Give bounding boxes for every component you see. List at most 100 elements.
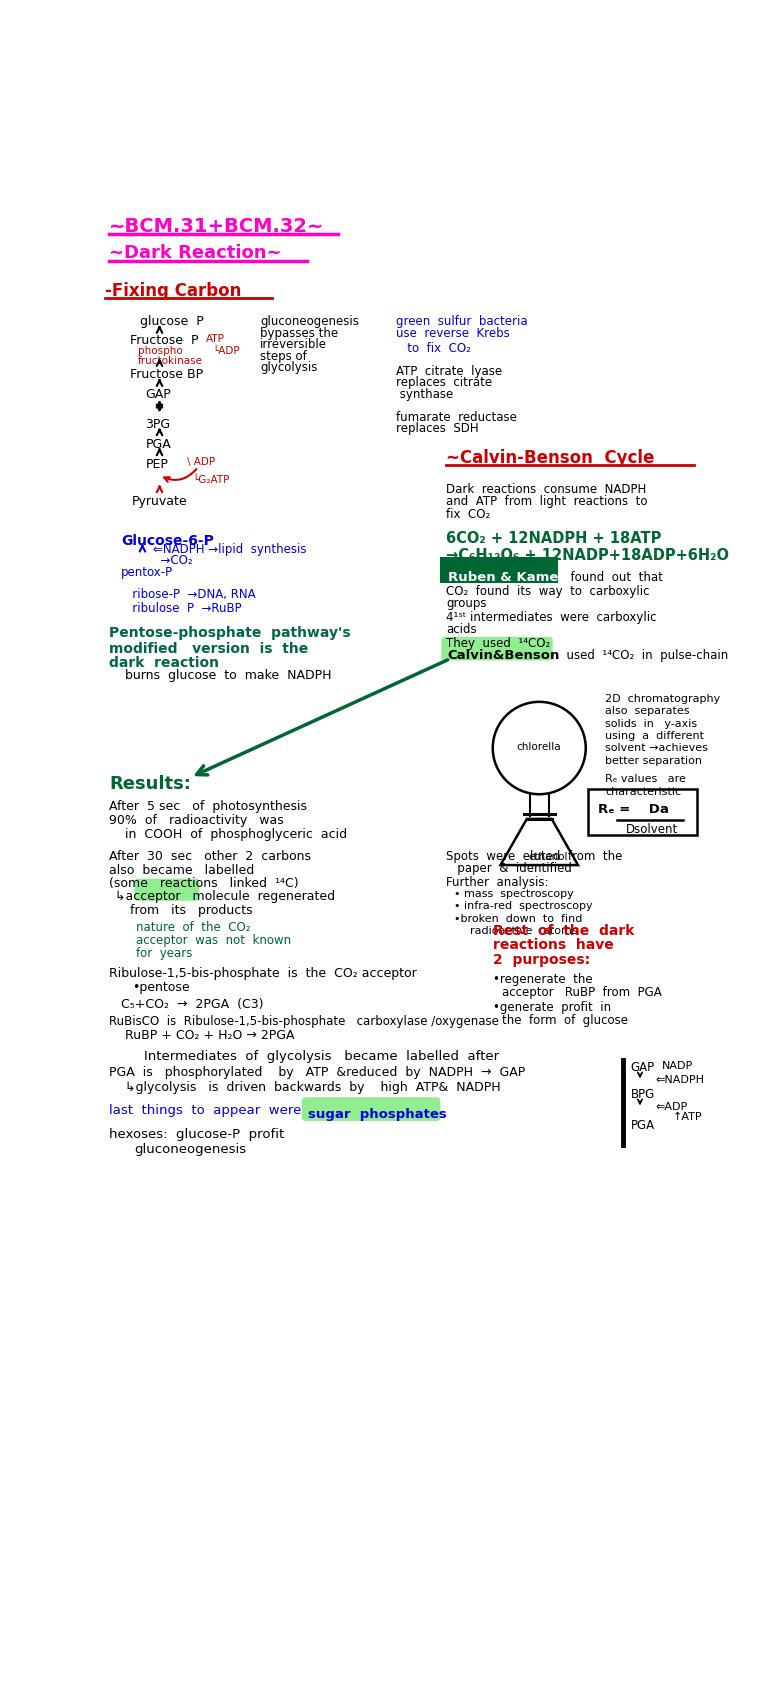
Text: •pentose: •pentose — [133, 981, 190, 993]
Text: Glucose-6-P: Glucose-6-P — [121, 535, 214, 548]
Text: ~BCM.31+BCM.32~: ~BCM.31+BCM.32~ — [109, 217, 324, 236]
Text: 3PG: 3PG — [146, 419, 171, 431]
Text: PGA: PGA — [631, 1118, 655, 1132]
Text: Pentose-phosphate  pathway's: Pentose-phosphate pathway's — [109, 626, 351, 640]
Text: characteristic: characteristic — [605, 786, 681, 796]
Text: 2  purposes:: 2 purposes: — [493, 952, 590, 967]
Text: hexoses:  glucose-P  profit: hexoses: glucose-P profit — [109, 1127, 285, 1140]
Text: ATP  citrate  lyase: ATP citrate lyase — [396, 365, 502, 377]
Text: burns  glucose  to  make  NADPH: burns glucose to make NADPH — [125, 670, 332, 682]
Text: \ ADP: \ ADP — [186, 456, 214, 467]
Text: ⇐NADPH: ⇐NADPH — [655, 1076, 704, 1086]
Text: bypasses the: bypasses the — [261, 328, 339, 339]
Text: 90%  of   radioactivity   was: 90% of radioactivity was — [109, 815, 284, 826]
Text: irreversible: irreversible — [261, 338, 328, 351]
Text: After  5 sec   of  photosynthesis: After 5 sec of photosynthesis — [109, 801, 307, 813]
Text: •regenerate  the: •regenerate the — [493, 972, 592, 986]
Text: last  things  to  appear  were: last things to appear were — [109, 1103, 302, 1117]
Text: acceptor  was  not  known: acceptor was not known — [136, 935, 292, 947]
Text: acids: acids — [446, 623, 477, 636]
Text: CO₂  found  its  way  to  carboxylic: CO₂ found its way to carboxylic — [446, 585, 650, 597]
Text: solids  in   y-axis: solids in y-axis — [605, 720, 697, 728]
Text: BPG: BPG — [631, 1088, 655, 1101]
Text: ethanol: ethanol — [528, 852, 568, 862]
Text: Ruben & Kamen: Ruben & Kamen — [448, 570, 568, 584]
Text: 2D  chromatography: 2D chromatography — [605, 694, 721, 704]
Text: replaces  SDH: replaces SDH — [396, 423, 478, 436]
Text: ↑ATP: ↑ATP — [672, 1112, 702, 1122]
Text: glycolysis: glycolysis — [261, 361, 317, 375]
Text: also  separates: also separates — [605, 706, 690, 716]
Text: Rₑ values   are: Rₑ values are — [605, 774, 686, 784]
Text: the  form  of  glucose: the form of glucose — [502, 1013, 628, 1027]
Text: Rest  of  the  dark: Rest of the dark — [493, 923, 634, 937]
FancyBboxPatch shape — [442, 638, 551, 660]
Text: better separation: better separation — [605, 755, 702, 765]
Text: in  COOH  of  phosphoglyceric  acid: in COOH of phosphoglyceric acid — [125, 828, 347, 842]
Text: 4¹ˢᵗ intermediates  were  carboxylic: 4¹ˢᵗ intermediates were carboxylic — [446, 611, 657, 624]
Text: GAP: GAP — [631, 1061, 655, 1074]
Text: Intermediates  of  glycolysis   became  labelled  after: Intermediates of glycolysis became label… — [144, 1050, 499, 1062]
Text: chlorella: chlorella — [516, 742, 561, 752]
Text: Dark  reactions  consume  NADPH: Dark reactions consume NADPH — [446, 484, 647, 496]
Text: for  years: for years — [136, 947, 193, 961]
Text: groups: groups — [446, 597, 487, 611]
Text: ribose-P  →DNA, RNA: ribose-P →DNA, RNA — [121, 587, 255, 601]
Text: use  reverse  Krebs: use reverse Krebs — [396, 328, 509, 339]
Text: PGA  is   phosphorylated    by   ATP  &reduced  by  NADPH  →  GAP: PGA is phosphorylated by ATP &reduced by… — [109, 1066, 526, 1079]
Text: paper  &  identified: paper & identified — [446, 862, 572, 876]
Text: 6CO₂ + 12NADPH + 18ATP: 6CO₂ + 12NADPH + 18ATP — [446, 531, 661, 546]
Text: solvent →achieves: solvent →achieves — [605, 743, 708, 753]
Text: modified   version  is  the: modified version is the — [109, 641, 308, 655]
Text: ATP: ATP — [206, 334, 225, 344]
Text: →CO₂: →CO₂ — [154, 553, 193, 567]
Text: reactions  have: reactions have — [493, 938, 614, 952]
Text: using  a  different: using a different — [605, 731, 704, 742]
Text: • infra-red  spectroscopy: • infra-red spectroscopy — [454, 901, 593, 911]
FancyBboxPatch shape — [588, 789, 697, 835]
Text: synthase: synthase — [396, 387, 453, 400]
Text: Dsolvent: Dsolvent — [626, 823, 679, 835]
Text: They  used  ¹⁴CO₂: They used ¹⁴CO₂ — [446, 636, 551, 650]
Text: RuBP + CO₂ + H₂O → 2PGA: RuBP + CO₂ + H₂O → 2PGA — [125, 1028, 294, 1042]
Text: Calvin&Benson: Calvin&Benson — [448, 650, 560, 662]
FancyBboxPatch shape — [441, 558, 557, 582]
Text: Ribulose-1,5-bis-phosphate  is  the  CO₂ acceptor: Ribulose-1,5-bis-phosphate is the CO₂ ac… — [109, 967, 417, 981]
Text: ~Calvin-Benson  Cycle: ~Calvin-Benson Cycle — [446, 450, 654, 467]
Text: steps of: steps of — [261, 350, 307, 363]
Text: from   its   products: from its products — [130, 905, 253, 918]
Text: ⇐ADP: ⇐ADP — [655, 1103, 688, 1112]
Text: and  ATP  from  light  reactions  to: and ATP from light reactions to — [446, 496, 647, 509]
Text: sugar  phosphates: sugar phosphates — [308, 1108, 447, 1122]
Text: dark  reaction: dark reaction — [109, 655, 219, 670]
Text: ~Dark Reaction~: ~Dark Reaction~ — [109, 244, 282, 261]
Text: └G₂ATP: └G₂ATP — [192, 475, 229, 485]
Text: RuBisCO  is  Ribulose-1,5-bis-phosphate   carboxylase /oxygenase: RuBisCO is Ribulose-1,5-bis-phosphate ca… — [109, 1015, 499, 1028]
Text: •generate  profit  in: •generate profit in — [493, 1001, 611, 1013]
Text: used  ¹⁴CO₂  in  pulse-chain: used ¹⁴CO₂ in pulse-chain — [558, 650, 728, 662]
Text: ⇐NADPH →lipid  synthesis: ⇐NADPH →lipid synthesis — [154, 543, 307, 557]
Text: acceptor   RuBP  from  PGA: acceptor RuBP from PGA — [502, 986, 661, 1000]
Text: glucose  P: glucose P — [140, 316, 204, 328]
FancyBboxPatch shape — [303, 1098, 439, 1120]
Text: Spots  were  eluted  from  the: Spots were eluted from the — [446, 850, 622, 862]
Text: Pyruvate: Pyruvate — [132, 496, 187, 509]
Text: phospho: phospho — [138, 346, 183, 356]
Text: replaces  citrate: replaces citrate — [396, 377, 492, 389]
Text: ribulose  P  →RuBP: ribulose P →RuBP — [121, 602, 241, 614]
Text: radioactive   atoms: radioactive atoms — [470, 927, 577, 937]
FancyBboxPatch shape — [136, 879, 198, 899]
Text: →C₆H₁₂O₆ + 12NADP+18ADP+6H₂O: →C₆H₁₂O₆ + 12NADP+18ADP+6H₂O — [446, 548, 729, 563]
Text: nature  of  the  CO₂: nature of the CO₂ — [136, 921, 250, 935]
Text: fructokinase: fructokinase — [138, 356, 203, 367]
Text: ↳glycolysis   is  driven  backwards  by    high  ATP&  NADPH: ↳glycolysis is driven backwards by high … — [125, 1081, 500, 1095]
Text: Rₑ =    Da: Rₑ = Da — [598, 803, 669, 816]
Text: ↳acceptor   molecule  regenerated: ↳acceptor molecule regenerated — [115, 891, 335, 903]
Text: Results:: Results: — [109, 776, 191, 792]
Text: fumarate  reductase: fumarate reductase — [396, 411, 516, 424]
Text: also  became   labelled: also became labelled — [109, 864, 254, 877]
Text: to  fix  CO₂: to fix CO₂ — [396, 343, 471, 355]
Text: After  30  sec   other  2  carbons: After 30 sec other 2 carbons — [109, 850, 311, 862]
Text: fix  CO₂: fix CO₂ — [446, 507, 491, 521]
Text: green  sulfur  bacteria: green sulfur bacteria — [396, 316, 527, 328]
